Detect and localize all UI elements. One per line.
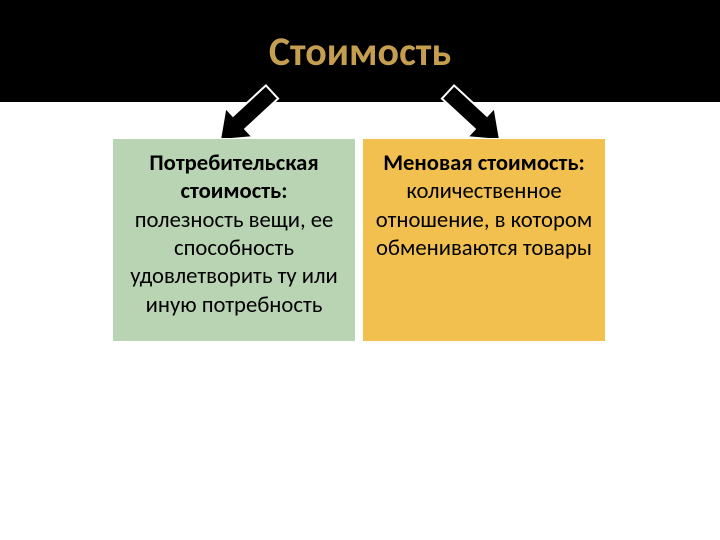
header-bar: Стоимость [0, 0, 720, 102]
box-exchange-value: Меновая стоимость: количественное отноше… [362, 138, 606, 342]
box-consumer-body: полезность вещи, ее способность удовлетв… [121, 206, 347, 319]
boxes-row: Потребительская стоимость: полезность ве… [112, 138, 606, 342]
box-consumer-title: Потребительская стоимость: [121, 149, 347, 206]
box-consumer-value: Потребительская стоимость: полезность ве… [112, 138, 356, 342]
box-exchange-title: Меновая стоимость: [371, 149, 597, 177]
box-exchange-body: количественное отношение, в котором обме… [371, 177, 597, 262]
